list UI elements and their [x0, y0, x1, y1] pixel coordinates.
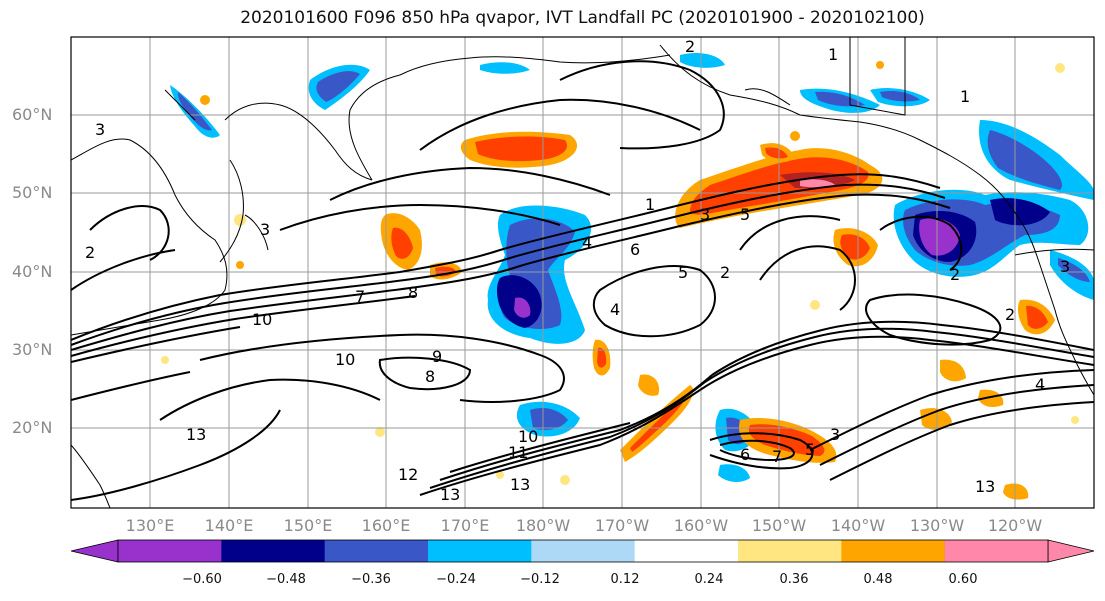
lon-label: 150°W — [751, 516, 807, 535]
contour-label: 2 — [1005, 305, 1015, 324]
contour-label: 10 — [252, 310, 272, 329]
lat-label: 50°N — [12, 183, 53, 202]
contour-label: 3 — [1060, 257, 1070, 276]
lon-label: 130°E — [125, 516, 175, 535]
colorbar-outline — [117, 539, 1049, 563]
contour-label: 2 — [85, 243, 95, 262]
colorbar-segment — [634, 540, 739, 562]
lat-label: 60°N — [12, 105, 53, 124]
contour-label: 13 — [510, 475, 530, 494]
colorbar — [70, 539, 1095, 563]
colorbar-tick-label: 0.36 — [779, 572, 809, 587]
contour-label: 8 — [408, 283, 418, 302]
colorbar-segment — [324, 540, 429, 562]
lon-label: 150°E — [283, 516, 333, 535]
colorbar-segment — [841, 540, 946, 562]
gridlines — [71, 37, 1094, 508]
lat-label: 30°N — [12, 340, 53, 359]
contour-label: 1 — [828, 45, 838, 64]
contour-labels: 3 3 2 1 3 4 6 5 8 7 10 10 9 8 13 12 13 1… — [85, 37, 1070, 504]
lon-label: 160°E — [361, 516, 411, 535]
lon-label: 180°W — [515, 516, 571, 535]
lon-label: 160°W — [673, 516, 729, 535]
lon-label: 140°E — [204, 516, 254, 535]
contour-label: 6 — [630, 240, 640, 259]
contour-label: 4 — [610, 300, 620, 319]
lon-label: 170°E — [440, 516, 490, 535]
lon-label: 130°W — [909, 516, 965, 535]
contour-label: 9 — [432, 347, 442, 366]
contour-label: 5 — [805, 440, 815, 459]
map-content: 3 3 2 1 3 4 6 5 8 7 10 10 9 8 13 12 13 1… — [71, 37, 1094, 508]
lon-label: 120°W — [987, 516, 1043, 535]
colorbar-segment — [428, 540, 532, 562]
colorbar-tick-label: 0.12 — [610, 572, 640, 587]
lat-label: 20°N — [12, 418, 53, 437]
colorbar-segment — [531, 540, 636, 562]
colorbar-extension-low — [70, 539, 119, 563]
contour-label: 1 — [960, 87, 970, 106]
lat-label: 40°N — [12, 262, 53, 281]
map-title: 2020101600 F096 850 hPa qvapor, IVT Land… — [240, 8, 925, 28]
colorbar-segment — [221, 540, 326, 562]
contour-label: 5 — [740, 205, 750, 224]
contour-label: 5 — [678, 263, 688, 282]
contour-label: 13 — [975, 477, 995, 496]
colorbar-tick-label: 0.60 — [948, 572, 978, 587]
contour-label: 2 — [720, 263, 730, 282]
contour-label: 10 — [335, 350, 355, 369]
contour-label: 3 — [260, 220, 270, 239]
contour-label: 2 — [950, 265, 960, 284]
contour-label: 13 — [186, 425, 206, 444]
colorbar-tick-label: −0.60 — [182, 572, 222, 587]
colorbar-segment — [944, 540, 1048, 562]
colorbar-extension-high — [1047, 539, 1095, 563]
contour-label: 7 — [355, 287, 365, 306]
colorbar-tick-label: 0.24 — [694, 572, 724, 587]
lon-label: 140°W — [830, 516, 886, 535]
contour-label: 1 — [645, 195, 655, 214]
colorbar-segment — [738, 540, 842, 562]
contour-label: 13 — [440, 485, 460, 504]
colorbar-tick-label: −0.36 — [351, 572, 391, 587]
contour-label: 6 — [740, 445, 750, 464]
contour-label: 10 — [518, 427, 538, 446]
contour-label: 11 — [508, 443, 528, 462]
lon-label: 170°W — [594, 516, 650, 535]
colorbar-segment — [118, 540, 222, 562]
coastlines — [71, 37, 1094, 508]
contour-label: 12 — [398, 465, 418, 484]
contour-label: 7 — [772, 447, 782, 466]
colorbar-tick-label: 0.48 — [863, 572, 893, 587]
colorbar-tick-label: −0.48 — [266, 572, 306, 587]
ivt-contours — [71, 60, 1094, 501]
colorbar-tick-label: −0.24 — [436, 572, 476, 587]
contour-label: 2 — [685, 37, 695, 56]
contour-label: 8 — [425, 367, 435, 386]
contour-label: 3 — [95, 120, 105, 139]
contour-label: 4 — [582, 233, 592, 252]
colorbar-tick-label: −0.12 — [520, 572, 560, 587]
contour-label: 4 — [1035, 375, 1045, 394]
contour-label: 3 — [830, 425, 840, 444]
contour-label: 3 — [700, 205, 710, 224]
map-frame — [70, 36, 1095, 509]
